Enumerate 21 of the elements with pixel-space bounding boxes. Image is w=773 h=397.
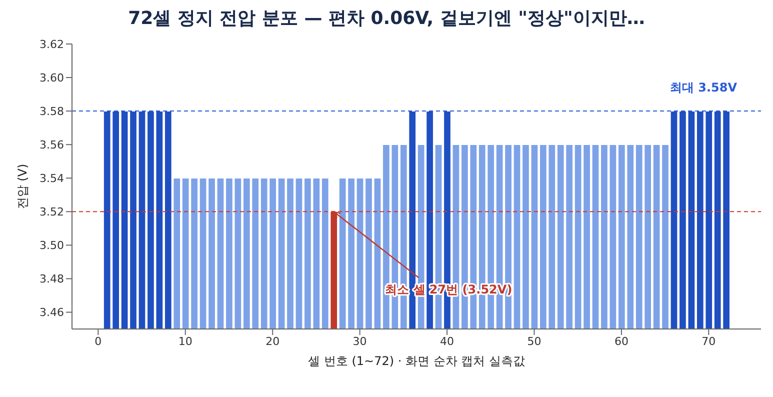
x-tick-label: 20 <box>266 334 280 348</box>
y-tick-label: 3.58 <box>40 104 64 118</box>
ref-line-label: 최대 3.58V <box>670 80 738 95</box>
y-tick-label: 3.50 <box>40 239 64 252</box>
x-axis-title: 셀 번호 (1~72) · 화면 순차 캡처 실측값 <box>308 354 525 368</box>
y-tick-label: 3.60 <box>40 71 64 84</box>
x-tick-label: 30 <box>352 334 367 348</box>
chart-title: 72셀 정지 전압 분포 — 편차 0.06V, 겉보기엔 "정상"이지만… <box>127 8 646 31</box>
y-axis-title: 전압 (V) <box>15 164 30 210</box>
x-tick-label: 70 <box>702 334 716 348</box>
y-tick-label: 3.56 <box>40 138 64 152</box>
x-tick-label: 60 <box>614 334 628 348</box>
y-tick-label: 3.46 <box>40 306 64 320</box>
x-tick-label: 40 <box>440 334 454 348</box>
y-tick-label: 3.48 <box>40 272 64 286</box>
x-tick-label: 50 <box>527 334 542 348</box>
y-tick-label: 3.52 <box>40 206 64 219</box>
x-tick-label: 10 <box>178 334 192 348</box>
y-tick-label: 3.62 <box>40 38 64 51</box>
y-tick-label: 3.54 <box>40 172 64 186</box>
x-tick-label: 0 <box>94 334 102 348</box>
